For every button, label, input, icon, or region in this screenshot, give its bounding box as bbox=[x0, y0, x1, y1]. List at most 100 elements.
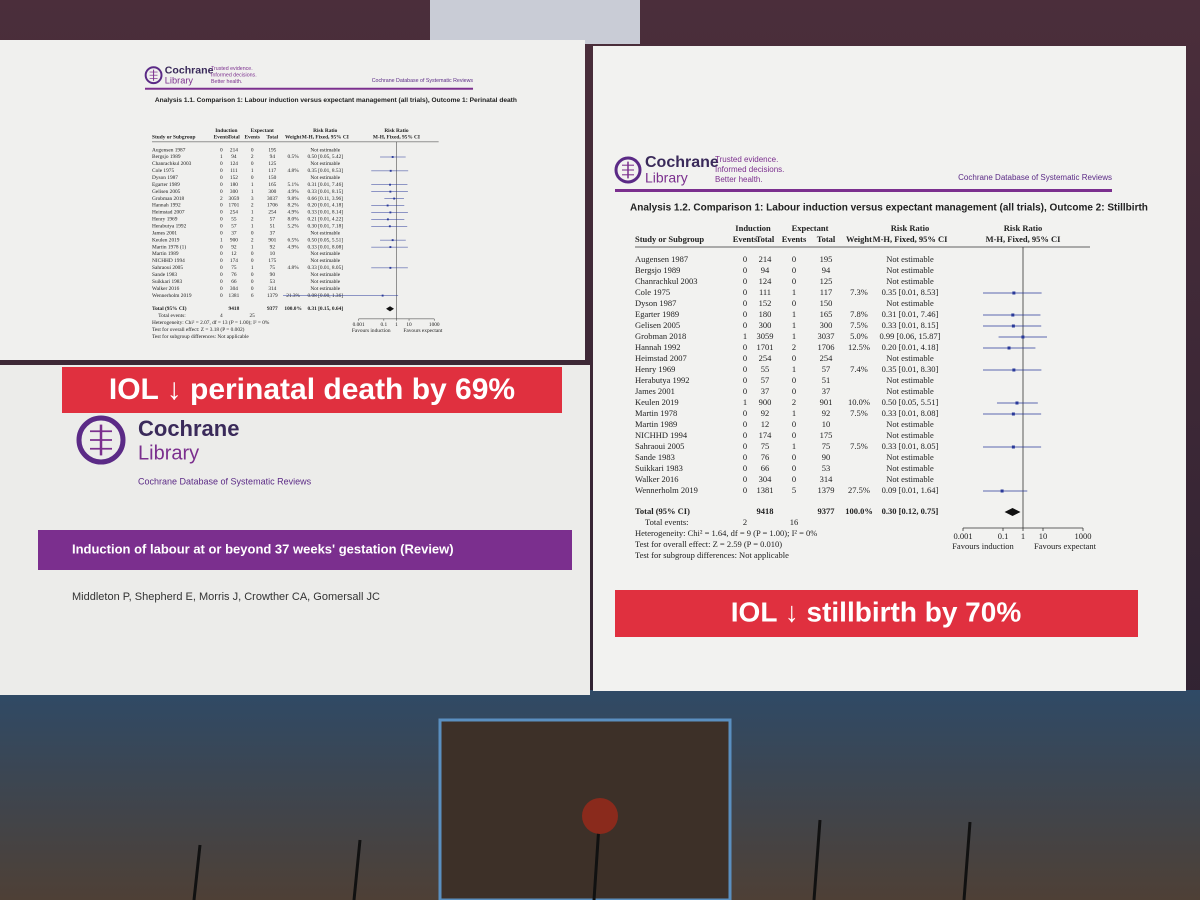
tick-label: 1000 bbox=[429, 322, 440, 328]
table-cell: 0 bbox=[220, 258, 223, 264]
table-cell: 111 bbox=[759, 287, 771, 297]
table-cell: 152 bbox=[230, 175, 238, 181]
table-cell: 150 bbox=[820, 298, 833, 308]
column-header: Total bbox=[817, 234, 836, 244]
table-cell: 92 bbox=[270, 244, 276, 250]
table-cell: 111 bbox=[230, 168, 238, 174]
table-cell: 1 bbox=[251, 189, 254, 195]
total-weight: 100.0% bbox=[284, 306, 301, 312]
column-header: Weight bbox=[846, 234, 872, 244]
study-name: Grobman 2018 bbox=[152, 196, 185, 202]
table-cell: 0 bbox=[251, 161, 254, 167]
study-name: James 2001 bbox=[635, 386, 675, 396]
table-cell: 0 bbox=[792, 419, 796, 429]
table-cell: 66 bbox=[761, 463, 770, 473]
study-name: Heimstad 2007 bbox=[635, 353, 687, 363]
table-cell: 5 bbox=[792, 485, 796, 495]
column-header: Events bbox=[214, 135, 229, 141]
column-header: Risk Ratio bbox=[313, 128, 338, 134]
column-header: Induction bbox=[735, 223, 771, 233]
risk-ratio: 0.30 [0.01, 7.18] bbox=[307, 224, 343, 230]
table-cell: 1 bbox=[251, 224, 254, 230]
weight: 5.1% bbox=[288, 182, 300, 188]
table-cell: 180 bbox=[230, 182, 238, 188]
table-cell: 57 bbox=[822, 364, 831, 374]
point-estimate bbox=[391, 156, 394, 158]
logo-name: Library bbox=[138, 442, 199, 464]
table-cell: 1 bbox=[792, 441, 796, 451]
table-cell: 0 bbox=[743, 276, 747, 286]
favours-label: Favours induction bbox=[952, 541, 1014, 551]
risk-ratio: Not estimable bbox=[310, 279, 340, 285]
point-estimate bbox=[389, 266, 392, 269]
study-name: Henry 1969 bbox=[635, 364, 675, 374]
study-name: Suikkari 1983 bbox=[635, 463, 683, 473]
table-cell: 0 bbox=[792, 298, 796, 308]
analysis-title: Analysis 1.2. Comparison 1: Labour induc… bbox=[630, 203, 1148, 214]
risk-ratio: 0.35 [0.01, 8.53] bbox=[307, 168, 343, 174]
point-estimate bbox=[388, 225, 391, 228]
point-estimate bbox=[1011, 445, 1015, 449]
table-cell: 124 bbox=[759, 276, 773, 286]
window bbox=[430, 0, 640, 44]
table-cell: 90 bbox=[270, 272, 276, 278]
point-estimate bbox=[386, 218, 389, 221]
table-cell: 1701 bbox=[757, 342, 774, 352]
weight: 0.5% bbox=[288, 154, 300, 160]
table-cell: 3 bbox=[251, 196, 254, 202]
table-cell: 174 bbox=[759, 430, 773, 440]
table-cell: 125 bbox=[820, 276, 833, 286]
risk-ratio: Not estimable bbox=[886, 375, 934, 385]
table-cell: 51 bbox=[270, 224, 276, 230]
table-cell: 1 bbox=[251, 168, 254, 174]
table-cell: 90 bbox=[822, 452, 831, 462]
table-cell: 0 bbox=[792, 474, 796, 484]
tick-label: 0.1 bbox=[380, 322, 387, 328]
point-estimate bbox=[1015, 401, 1019, 405]
weight: 4.9% bbox=[288, 210, 300, 216]
risk-ratio: Not estimable bbox=[886, 430, 934, 440]
table-cell: 0 bbox=[792, 386, 796, 396]
table-cell: 300 bbox=[268, 189, 276, 195]
table-cell: 10 bbox=[270, 251, 276, 257]
table-cell: 0 bbox=[792, 276, 796, 286]
table-cell: 94 bbox=[761, 265, 770, 275]
risk-ratio: 0.66 [0.11, 3.96] bbox=[308, 196, 344, 202]
table-cell: 76 bbox=[761, 452, 770, 462]
risk-ratio: 0.31 [0.01, 7.46] bbox=[307, 182, 343, 188]
table-cell: 1379 bbox=[818, 485, 835, 495]
tagline: Better health. bbox=[211, 79, 242, 85]
tagline: Informed decisions. bbox=[715, 165, 784, 174]
table-cell: 75 bbox=[822, 441, 831, 451]
microphone bbox=[192, 844, 202, 900]
table-cell: 214 bbox=[230, 147, 238, 153]
table-cell: 0 bbox=[220, 272, 223, 278]
column-header: Risk Ratio bbox=[1004, 223, 1043, 233]
table-cell: 195 bbox=[820, 254, 833, 264]
study-name: Dyson 1987 bbox=[152, 175, 178, 181]
study-name: NICHHD 1994 bbox=[635, 430, 688, 440]
table-cell: 2 bbox=[251, 154, 254, 160]
point-estimate bbox=[389, 246, 392, 249]
table-cell: 94 bbox=[231, 154, 237, 160]
table-cell: 0 bbox=[743, 320, 747, 330]
events-cell: 2 bbox=[743, 517, 747, 527]
study-name: Grobman 2018 bbox=[635, 331, 686, 341]
risk-ratio: 0.33 [0.01, 8.05] bbox=[307, 265, 343, 271]
table-cell: 254 bbox=[268, 210, 276, 216]
table-cell: 0 bbox=[220, 251, 223, 257]
weight: 7.5% bbox=[850, 408, 868, 418]
logo-name: Cochrane bbox=[165, 64, 214, 76]
risk-ratio: Not estimable bbox=[310, 230, 340, 236]
table-cell: 57 bbox=[231, 224, 237, 230]
table-cell: 1 bbox=[792, 320, 796, 330]
table-cell: 55 bbox=[231, 217, 237, 223]
table-cell: 1 bbox=[743, 397, 747, 407]
study-name: Sande 1983 bbox=[635, 452, 675, 462]
table-cell: 66 bbox=[231, 279, 237, 285]
table-cell: 1 bbox=[743, 331, 747, 341]
point-estimate bbox=[1021, 335, 1025, 339]
study-name: Cole 1975 bbox=[635, 287, 670, 297]
table-cell: 254 bbox=[759, 353, 773, 363]
